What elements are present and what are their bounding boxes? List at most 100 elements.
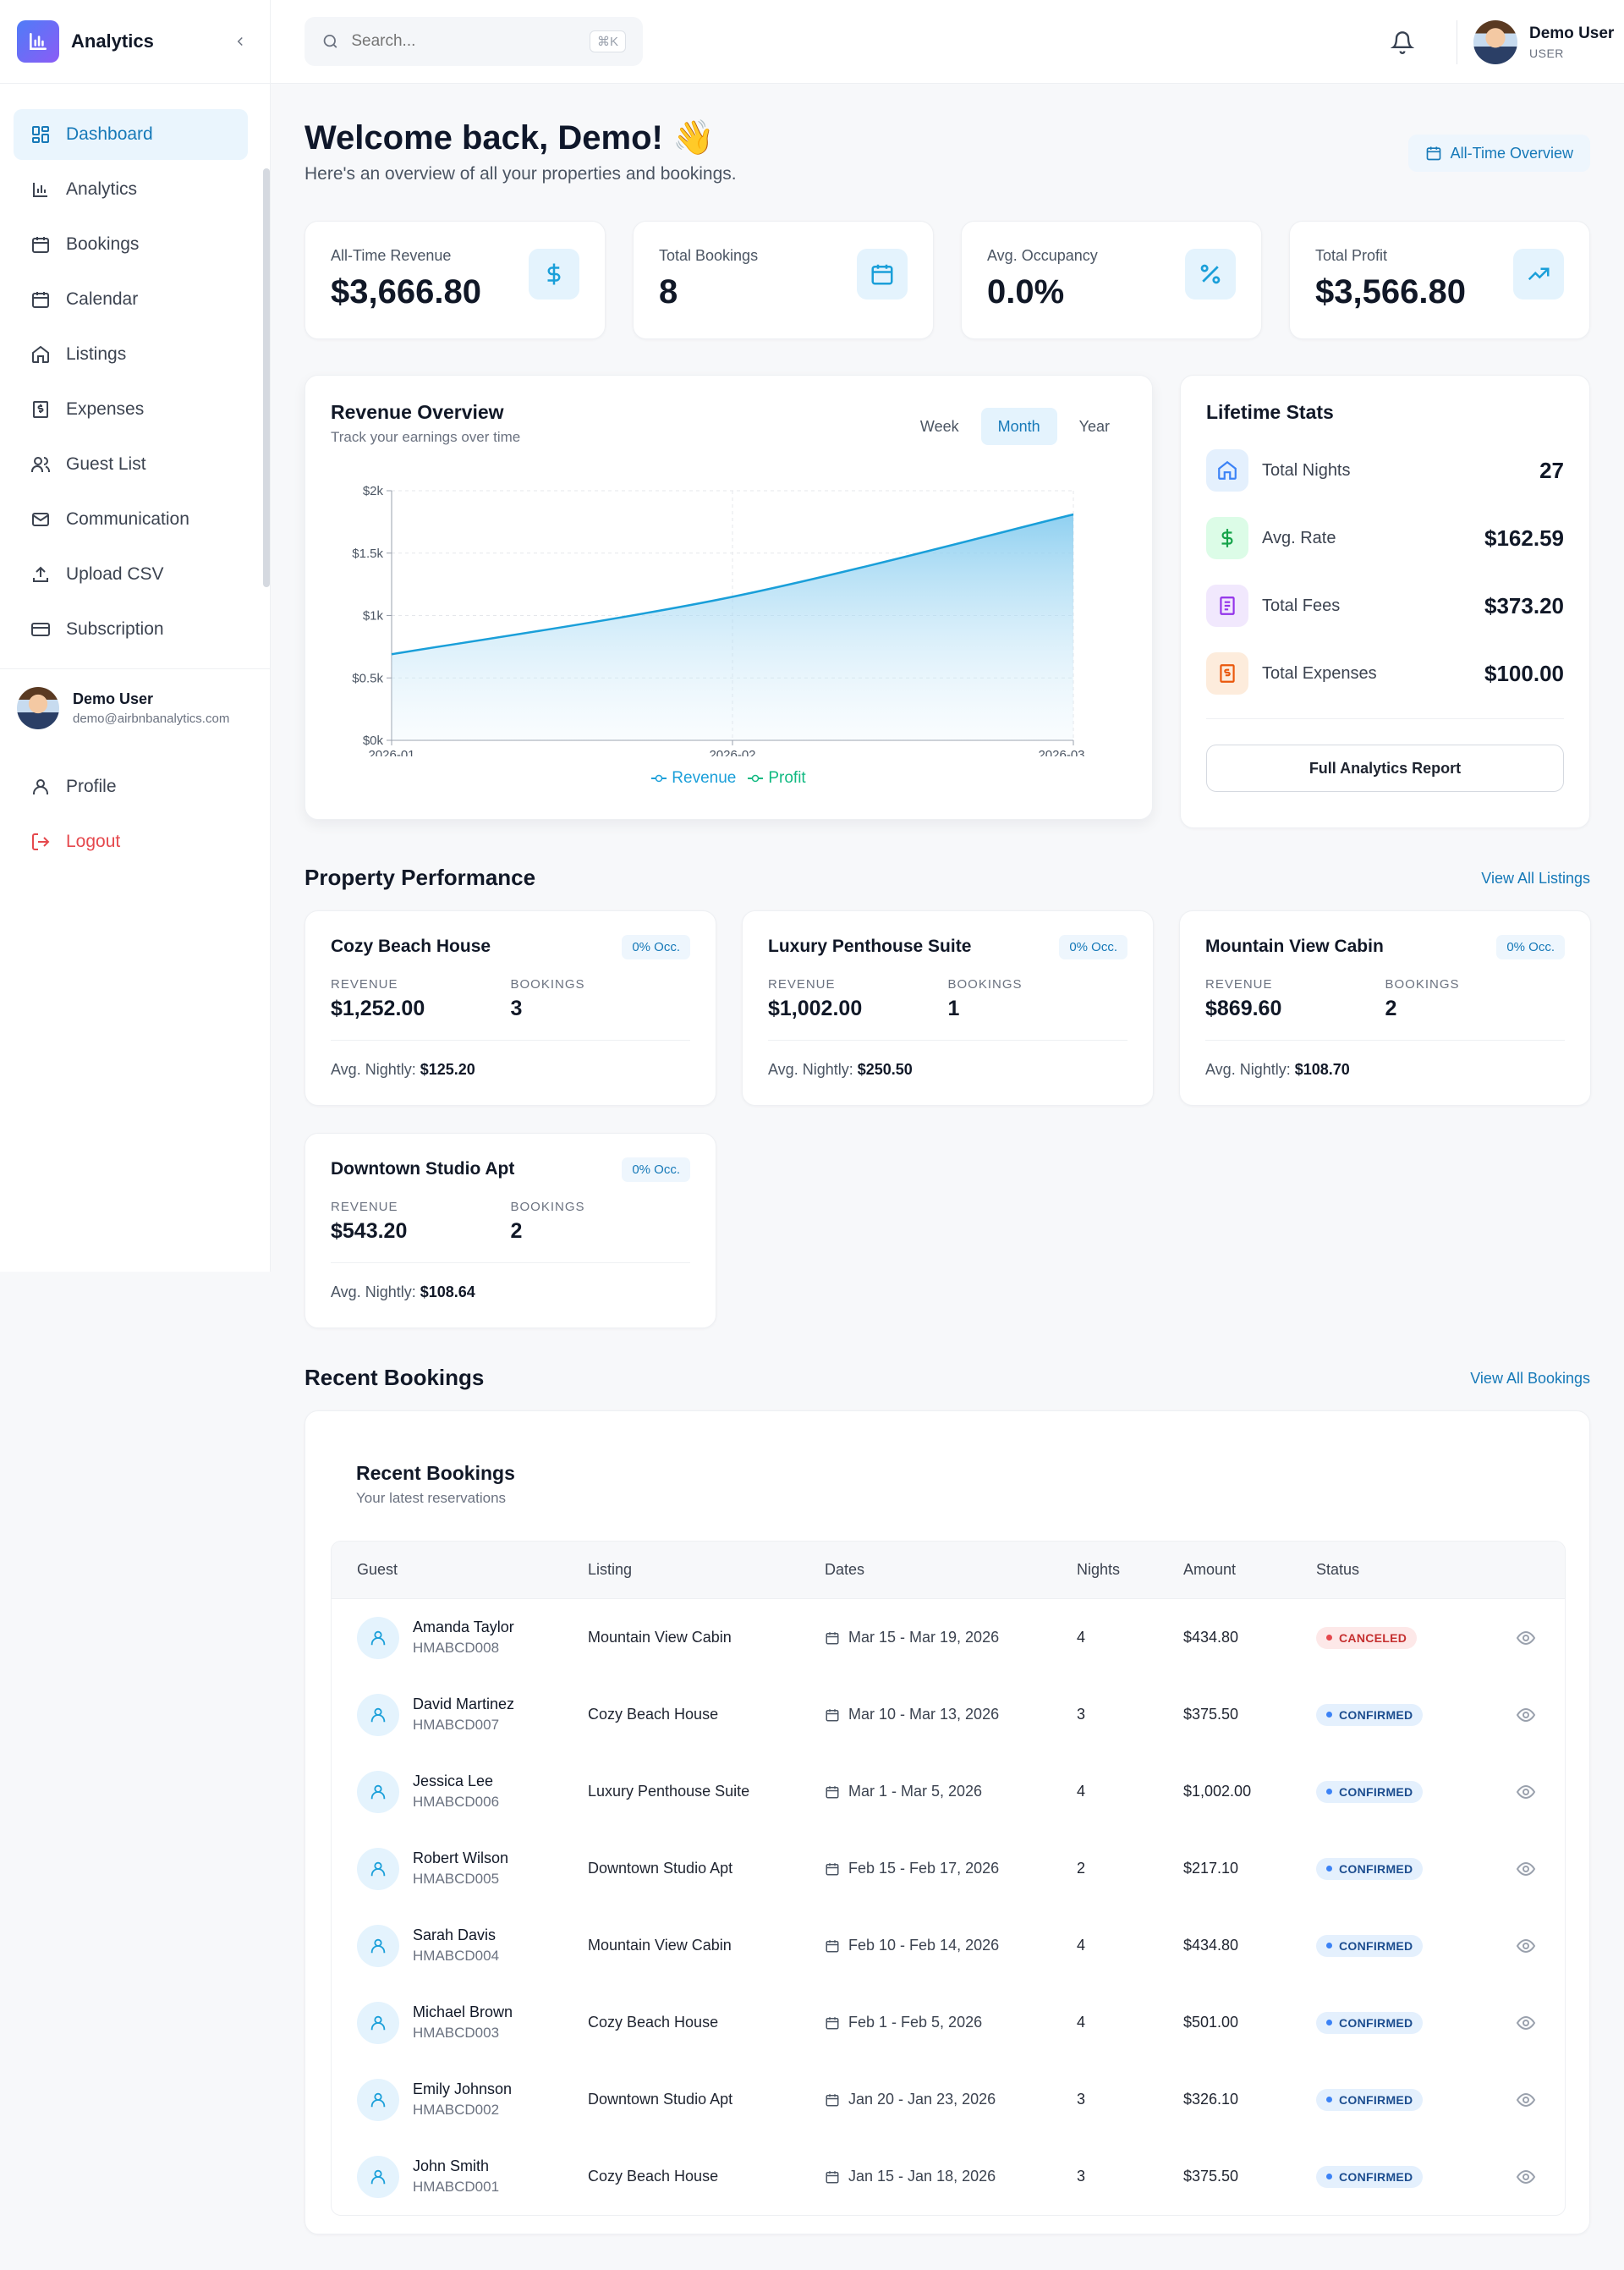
dollar-icon [529,249,579,300]
amount-cell: $434.80 [1183,1937,1239,1954]
status-cell: CONFIRMED [1316,1857,1501,1880]
divider [768,1040,1127,1041]
avg-nightly-label: Avg. Nightly: [768,1061,853,1078]
header-user-menu[interactable]: Demo User USER [1457,0,1614,84]
guest-cell: Michael Brown HMABCD003 [357,2001,588,2044]
legend-profit-marker-icon [748,774,764,783]
calendar-icon [1426,146,1440,161]
eye-icon [1516,1938,1536,1953]
collapse-sidebar-button[interactable] [228,29,253,54]
eye-icon [1516,2015,1536,2030]
user-icon [357,1924,399,1967]
sidebar-item-guest-list[interactable]: Guest List [14,439,248,490]
sidebar-item-label: Dashboard [66,124,153,144]
status-text: CONFIRMED [1339,1861,1413,1876]
x-tick-label: 2026-02 [709,748,755,756]
booking-code: HMABCD003 [413,2025,500,2041]
lifetime-value: $162.59 [1484,525,1564,551]
occupancy-badge: 0% Occ. [1059,935,1127,959]
welcome-block: Welcome back, Demo! 👋 Here's an overview… [304,118,737,184]
status-dot [1326,1712,1332,1718]
sidebar-item-communication[interactable]: Communication [14,494,248,545]
sidebar-item-logout[interactable]: Logout [14,816,248,867]
view-booking-button[interactable] [1501,1628,1551,1648]
view-all-listings-link[interactable]: View All Listings [1481,870,1590,887]
property-card[interactable]: Cozy Beach House 0% Occ. REVENUE $1,252.0… [304,910,716,1106]
card-title: Recent Bookings [356,1462,515,1484]
search-input[interactable] [351,32,590,51]
sidebar-item-analytics[interactable]: Analytics [14,164,248,215]
table-row[interactable]: Sarah Davis HMABCD004 Mountain View Cabi… [332,1907,1565,1984]
table-row[interactable]: David Martinez HMABCD007 Cozy Beach Hous… [332,1676,1565,1753]
revenue-line [391,513,1074,656]
eye-icon [1516,1861,1536,1876]
lifetime-label: Avg. Rate [1262,528,1336,547]
view-all-bookings-link[interactable]: View All Bookings [1470,1370,1590,1387]
occupancy-badge: 0% Occ. [1496,935,1565,959]
view-booking-button[interactable] [1501,1705,1551,1725]
header-user-role: USER [1529,46,1564,60]
table-row[interactable]: Amanda Taylor HMABCD008 Mountain View Ca… [332,1599,1565,1676]
lifetime-row-rate: Avg. Rate $162.59 [1206,517,1564,559]
brand: Analytics [0,0,270,84]
booking-code: HMABCD005 [413,1871,500,1887]
logout-icon [32,833,50,850]
top-header: ⌘K Demo User USER [271,0,1624,84]
table-row[interactable]: Robert Wilson HMABCD005 Downtown Studio … [332,1830,1565,1907]
status-badge: CONFIRMED [1316,2165,1424,2188]
property-card[interactable]: Luxury Penthouse Suite 0% Occ. REVENUE $1… [742,910,1154,1106]
sidebar-user[interactable]: Demo User demo@airbnbanalytics.com [0,668,271,746]
view-booking-button[interactable] [1501,1859,1551,1879]
avg-nightly-value: $250.50 [857,1061,913,1078]
sidebar-item-listings[interactable]: Listings [14,329,248,380]
full-analytics-report-button[interactable]: Full Analytics Report [1206,745,1564,792]
all-time-overview-button[interactable]: All-Time Overview [1407,135,1590,172]
view-booking-button[interactable] [1501,2167,1551,2187]
sidebar-item-profile[interactable]: Profile [14,761,248,812]
tab-month[interactable]: Month [980,408,1057,445]
status-cell: CONFIRMED [1316,2088,1501,2111]
legend-profit[interactable]: Profit [748,769,806,788]
tab-year[interactable]: Year [1078,417,1110,435]
stat-card-occupancy: Avg. Occupancy 0.0% [961,221,1262,339]
bell-icon [1391,31,1414,54]
sidebar-item-label: Calendar [66,289,139,309]
dates-text: Jan 20 - Jan 23, 2026 [848,2091,996,2108]
dates-text: Mar 1 - Mar 5, 2026 [848,1783,983,1800]
sidebar-item-subscription[interactable]: Subscription [14,604,248,655]
view-booking-button[interactable] [1501,1782,1551,1802]
search-shortcut: ⌘K [589,30,626,52]
status-dot [1326,1866,1332,1872]
status-dot [1326,1943,1332,1948]
legend-revenue[interactable]: Revenue [651,769,736,788]
sidebar-item-upload-csv[interactable]: Upload CSV [14,549,248,600]
table-row[interactable]: John Smith HMABCD001 Cozy Beach House Ja… [332,2138,1565,2215]
stat-label: All-Time Revenue [331,247,452,264]
tab-week[interactable]: Week [919,417,959,435]
dates-cell: Mar 15 - Mar 19, 2026 [825,1629,1077,1646]
guest-name: Amanda Taylor [413,1619,514,1635]
property-card[interactable]: Downtown Studio Apt 0% Occ. REVENUE $543.… [304,1133,716,1328]
table-row[interactable]: Emily Johnson HMABCD002 Downtown Studio … [332,2061,1565,2138]
y-tick-label: $1.5k [352,547,383,561]
dates-cell: Jan 20 - Jan 23, 2026 [825,2091,1077,2108]
table-row[interactable]: Michael Brown HMABCD003 Cozy Beach House… [332,1984,1565,2061]
property-card[interactable]: Mountain View Cabin 0% Occ. REVENUE $869.… [1179,910,1591,1106]
property-avg-nightly: Avg. Nightly: $125.20 [331,1061,690,1079]
table-row[interactable]: Jessica Lee HMABCD006 Luxury Penthouse S… [332,1753,1565,1830]
sidebar-item-label: Subscription [66,619,164,639]
sidebar-item-dashboard[interactable]: Dashboard [14,109,248,160]
sidebar-scrollbar[interactable] [263,168,270,587]
view-booking-button[interactable] [1501,2090,1551,2110]
view-booking-button[interactable] [1501,2013,1551,2033]
view-booking-button[interactable] [1501,1936,1551,1956]
search-bar[interactable]: ⌘K [304,17,643,66]
sidebar-item-expenses[interactable]: Expenses [14,384,248,435]
sidebar-item-bookings[interactable]: Bookings [14,219,248,270]
property-name: Mountain View Cabin [1205,937,1384,956]
occupancy-badge: 0% Occ. [622,1157,690,1182]
notifications-button[interactable] [1385,25,1419,59]
sidebar-item-calendar[interactable]: Calendar [14,274,248,325]
guest-name: David Martinez [413,1696,515,1712]
user-icon [357,1847,399,1890]
